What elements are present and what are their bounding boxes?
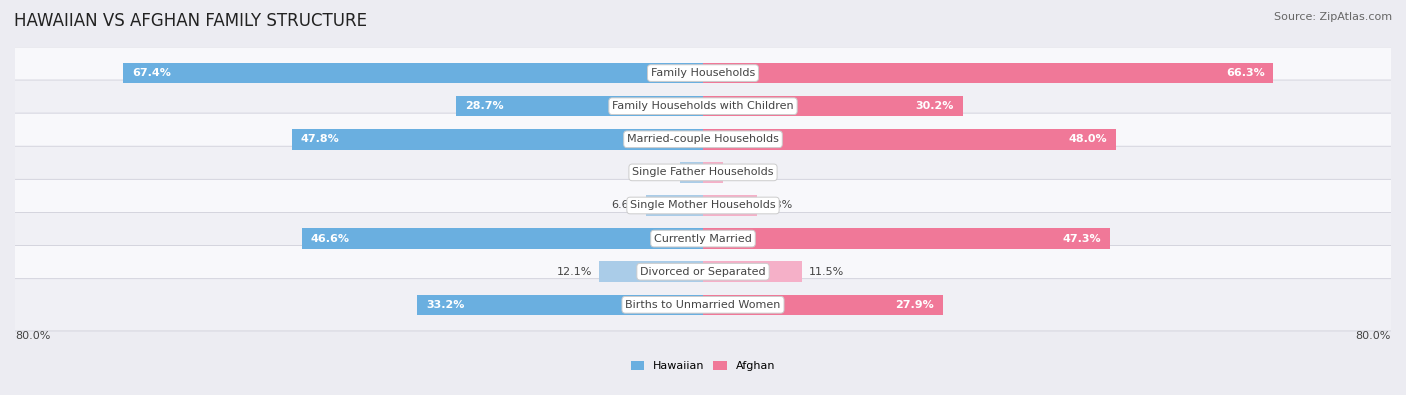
- Text: 2.7%: 2.7%: [644, 167, 673, 177]
- Bar: [703, 295, 943, 315]
- FancyBboxPatch shape: [8, 80, 1398, 132]
- Text: 30.2%: 30.2%: [915, 101, 955, 111]
- Text: Single Father Households: Single Father Households: [633, 167, 773, 177]
- FancyBboxPatch shape: [8, 213, 1398, 265]
- Bar: [703, 261, 801, 282]
- Bar: [418, 295, 703, 315]
- Text: 11.5%: 11.5%: [808, 267, 844, 277]
- Bar: [647, 195, 703, 216]
- FancyBboxPatch shape: [8, 146, 1398, 199]
- Text: 48.0%: 48.0%: [1069, 134, 1107, 144]
- Text: 6.6%: 6.6%: [612, 201, 640, 211]
- Text: Family Households with Children: Family Households with Children: [612, 101, 794, 111]
- Text: 6.3%: 6.3%: [763, 201, 793, 211]
- Bar: [679, 162, 703, 182]
- Text: Divorced or Separated: Divorced or Separated: [640, 267, 766, 277]
- FancyBboxPatch shape: [8, 47, 1398, 99]
- Text: 12.1%: 12.1%: [557, 267, 592, 277]
- Text: 28.7%: 28.7%: [465, 101, 503, 111]
- Text: 47.3%: 47.3%: [1063, 233, 1101, 244]
- Text: Single Mother Households: Single Mother Households: [630, 201, 776, 211]
- Bar: [703, 129, 1116, 150]
- Bar: [703, 162, 723, 182]
- Text: Births to Unmarried Women: Births to Unmarried Women: [626, 300, 780, 310]
- Text: 67.4%: 67.4%: [132, 68, 172, 78]
- Bar: [302, 228, 703, 249]
- Text: 66.3%: 66.3%: [1226, 68, 1264, 78]
- Bar: [292, 129, 703, 150]
- Text: 27.9%: 27.9%: [896, 300, 935, 310]
- Bar: [599, 261, 703, 282]
- Text: 47.8%: 47.8%: [301, 134, 339, 144]
- FancyBboxPatch shape: [8, 113, 1398, 166]
- FancyBboxPatch shape: [8, 179, 1398, 231]
- Text: Married-couple Households: Married-couple Households: [627, 134, 779, 144]
- Text: 80.0%: 80.0%: [1355, 331, 1391, 340]
- Text: 33.2%: 33.2%: [426, 300, 464, 310]
- FancyBboxPatch shape: [8, 246, 1398, 298]
- Bar: [456, 96, 703, 117]
- Text: Currently Married: Currently Married: [654, 233, 752, 244]
- Text: 2.3%: 2.3%: [730, 167, 758, 177]
- Legend: Hawaiian, Afghan: Hawaiian, Afghan: [628, 358, 778, 373]
- Bar: [703, 63, 1274, 83]
- FancyBboxPatch shape: [8, 278, 1398, 331]
- Bar: [703, 228, 1109, 249]
- Text: Source: ZipAtlas.com: Source: ZipAtlas.com: [1274, 12, 1392, 22]
- Text: 80.0%: 80.0%: [15, 331, 51, 340]
- Text: Family Households: Family Households: [651, 68, 755, 78]
- Bar: [703, 195, 758, 216]
- Bar: [124, 63, 703, 83]
- Text: 46.6%: 46.6%: [311, 233, 350, 244]
- Bar: [703, 96, 963, 117]
- Text: HAWAIIAN VS AFGHAN FAMILY STRUCTURE: HAWAIIAN VS AFGHAN FAMILY STRUCTURE: [14, 12, 367, 30]
